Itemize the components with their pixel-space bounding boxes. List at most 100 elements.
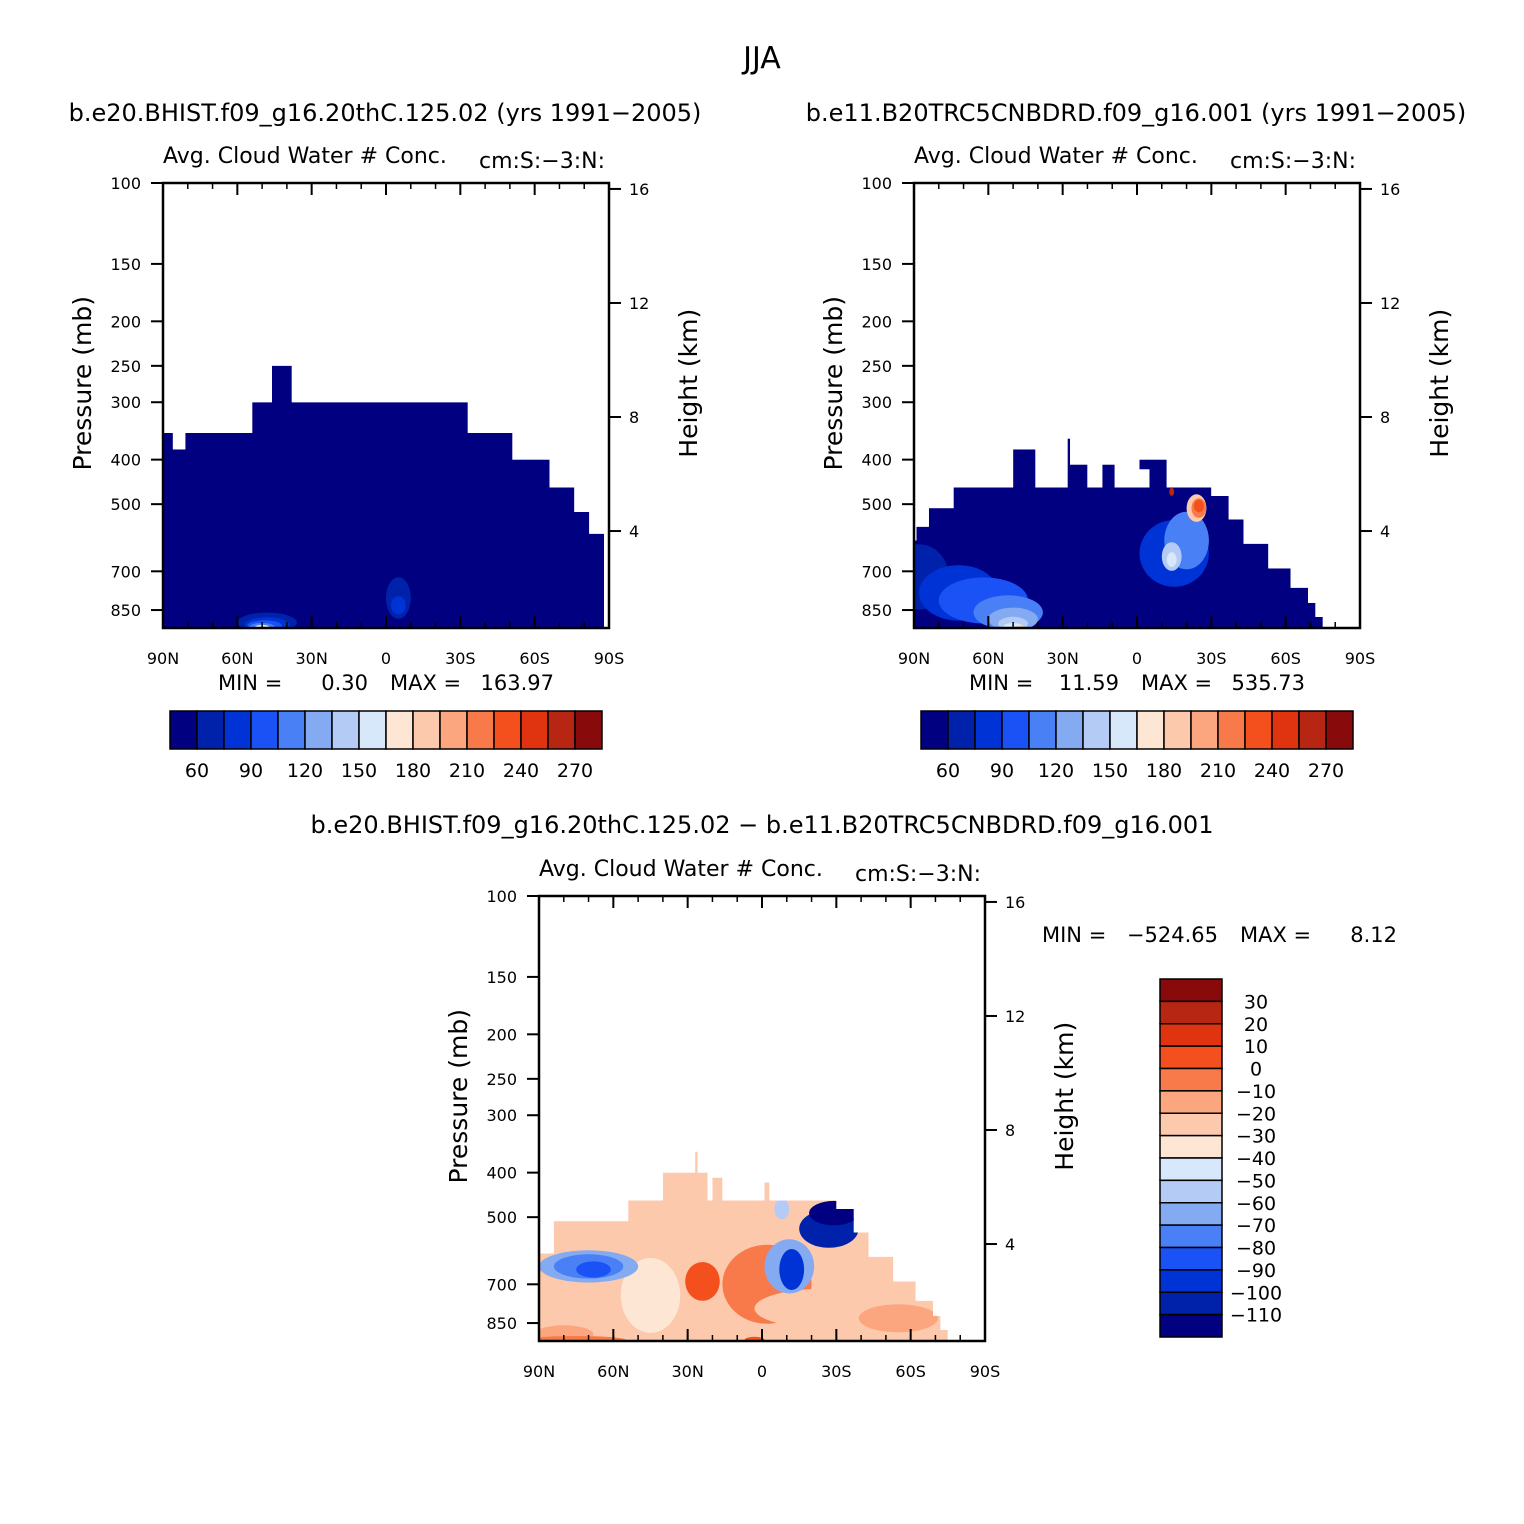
x-tick-label: 30S (445, 649, 476, 668)
field-base (914, 438, 1323, 628)
x-tick-label: 60S (895, 1362, 926, 1381)
colorbar-label: 120 (287, 760, 323, 782)
field-base (163, 365, 604, 628)
colorbar-box (1159, 1134, 1223, 1159)
min-value: −524.65 (1127, 923, 1218, 947)
contour-blob (858, 1304, 938, 1333)
colorbar-label: 60 (185, 760, 209, 782)
y-tick-label: 850 (110, 601, 141, 620)
y2-tick-label: 8 (1380, 408, 1390, 427)
colorbar-label: 180 (1146, 760, 1182, 782)
y2-axis-label: Height (km) (674, 309, 703, 458)
contour-blob (779, 1249, 805, 1290)
colorbar-label: 240 (503, 760, 539, 782)
colorbar-box (1271, 710, 1300, 750)
colorbar-box (1028, 710, 1057, 750)
min-value: 11.59 (1059, 671, 1119, 695)
y-tick-label: 250 (861, 357, 892, 376)
contour-blob (1193, 499, 1204, 513)
x-tick-label: 30N (1047, 649, 1079, 668)
contour-blob (1169, 487, 1175, 496)
colorbar-box (1055, 710, 1084, 750)
y2-tick-label: 8 (629, 408, 639, 427)
x-tick-label: 60S (1270, 649, 1301, 668)
colorbar-box (466, 710, 495, 750)
colorbar-box (1217, 710, 1246, 750)
x-tick-label: 90S (970, 1362, 1001, 1381)
colorbar-box (1159, 1157, 1223, 1182)
x-tick-label: 90N (147, 649, 179, 668)
colorbar-box (1159, 1291, 1223, 1316)
y-tick-label: 300 (861, 393, 892, 412)
x-tick-label: 90S (1345, 649, 1376, 668)
colorbar-label: 240 (1254, 760, 1290, 782)
x-tick-label: 60N (597, 1362, 629, 1381)
colorbar-box (947, 710, 976, 750)
colorbar-label: 180 (395, 760, 431, 782)
colorbar-box (1109, 710, 1138, 750)
min-value: 0.30 (321, 671, 368, 695)
colorbar-label: 120 (1038, 760, 1074, 782)
y2-tick-label: 16 (629, 180, 649, 199)
x-tick-label: 60N (221, 649, 253, 668)
right-panel: 90N 60N 30N 0 30S 60S 90S 100 150 200 250 300 400 500… (819, 144, 1454, 782)
colorbar-label: −90 (1236, 1260, 1276, 1282)
contour-blob (620, 1258, 681, 1333)
colorbar-label: 150 (1092, 760, 1128, 782)
x-tick-label: 0 (381, 649, 391, 668)
contour-blob (1166, 552, 1177, 567)
colorbar-label: −10 (1236, 1081, 1276, 1103)
x-tick-label: 30S (821, 1362, 852, 1381)
min-label: MIN = (969, 671, 1033, 695)
left-run-title: b.e20.BHIST.f09_g16.20thC.125.02 (yrs 19… (69, 99, 702, 127)
x-tick-label: 30N (296, 649, 328, 668)
diff-run-title: b.e20.BHIST.f09_g16.20thC.125.02 − b.e11… (311, 811, 1214, 839)
y-tick-label: 250 (110, 357, 141, 376)
left-panel: 90N 60N 30N 0 30S 60S 90S 100 150 200 250 300 400 500… (68, 144, 703, 782)
colorbar-box (1159, 1224, 1223, 1249)
x-tick-label: 60N (972, 649, 1004, 668)
colorbar-label: 90 (990, 760, 1014, 782)
colorbar-box (1159, 1246, 1223, 1271)
y-axis-label: Pressure (mb) (819, 296, 848, 470)
colorbar-label: −70 (1236, 1215, 1276, 1237)
y2-tick-label: 16 (1380, 180, 1400, 199)
y-tick-label: 850 (861, 601, 892, 620)
y-tick-label: 250 (486, 1070, 517, 1089)
colorbar-box (1159, 1045, 1223, 1070)
x-tick-label: 90S (594, 649, 625, 668)
colorbar-box (1298, 710, 1327, 750)
colorbar-label: −50 (1236, 1170, 1276, 1192)
panel-title: Avg. Cloud Water # Conc. (163, 144, 447, 169)
y-tick-label: 700 (861, 562, 892, 581)
y-tick-label: 700 (486, 1275, 517, 1294)
colorbar-box (547, 710, 576, 750)
contour-blob (774, 1198, 790, 1220)
y-tick-label: 500 (110, 495, 141, 514)
max-value: 163.97 (481, 671, 554, 695)
colorbar-box (250, 710, 279, 750)
colorbar-box (412, 710, 441, 750)
colorbar-box (1159, 1112, 1223, 1137)
max-label: MAX = (390, 671, 461, 695)
y-tick-label: 100 (861, 174, 892, 193)
y-tick-label: 300 (110, 393, 141, 412)
colorbar-label: −110 (1230, 1305, 1282, 1327)
colorbar-box (385, 710, 414, 750)
field-2 (539, 1151, 948, 1341)
y-axis-label: Pressure (mb) (68, 296, 97, 470)
min-label: MIN = (1042, 923, 1106, 947)
panel-title: Avg. Cloud Water # Conc. (539, 857, 823, 882)
colorbar-label: −80 (1236, 1238, 1276, 1260)
colorbar-box (574, 710, 603, 750)
right-run-title: b.e11.B20TRC5CNBDRD.f09_g16.001 (yrs 199… (806, 99, 1466, 127)
y-tick-label: 400 (486, 1164, 517, 1183)
colorbar-label: 20 (1244, 1014, 1268, 1036)
panel-units: cm:S:−3:N: (479, 149, 605, 174)
max-value: 535.73 (1232, 671, 1305, 695)
max-label: MAX = (1240, 923, 1311, 947)
colorbar-label: 30 (1244, 991, 1268, 1013)
colorbar-label: −40 (1236, 1148, 1276, 1170)
colorbar-box (1159, 1000, 1223, 1025)
contour-blob (391, 596, 406, 615)
